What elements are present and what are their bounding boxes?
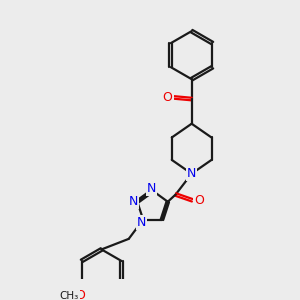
Text: N: N [137,216,146,229]
Text: CH₃: CH₃ [59,291,79,300]
Text: N: N [187,167,196,180]
Text: O: O [75,289,85,300]
Text: N: N [129,195,138,208]
Text: O: O [194,194,204,207]
Text: N: N [147,182,156,195]
Text: O: O [163,91,172,104]
